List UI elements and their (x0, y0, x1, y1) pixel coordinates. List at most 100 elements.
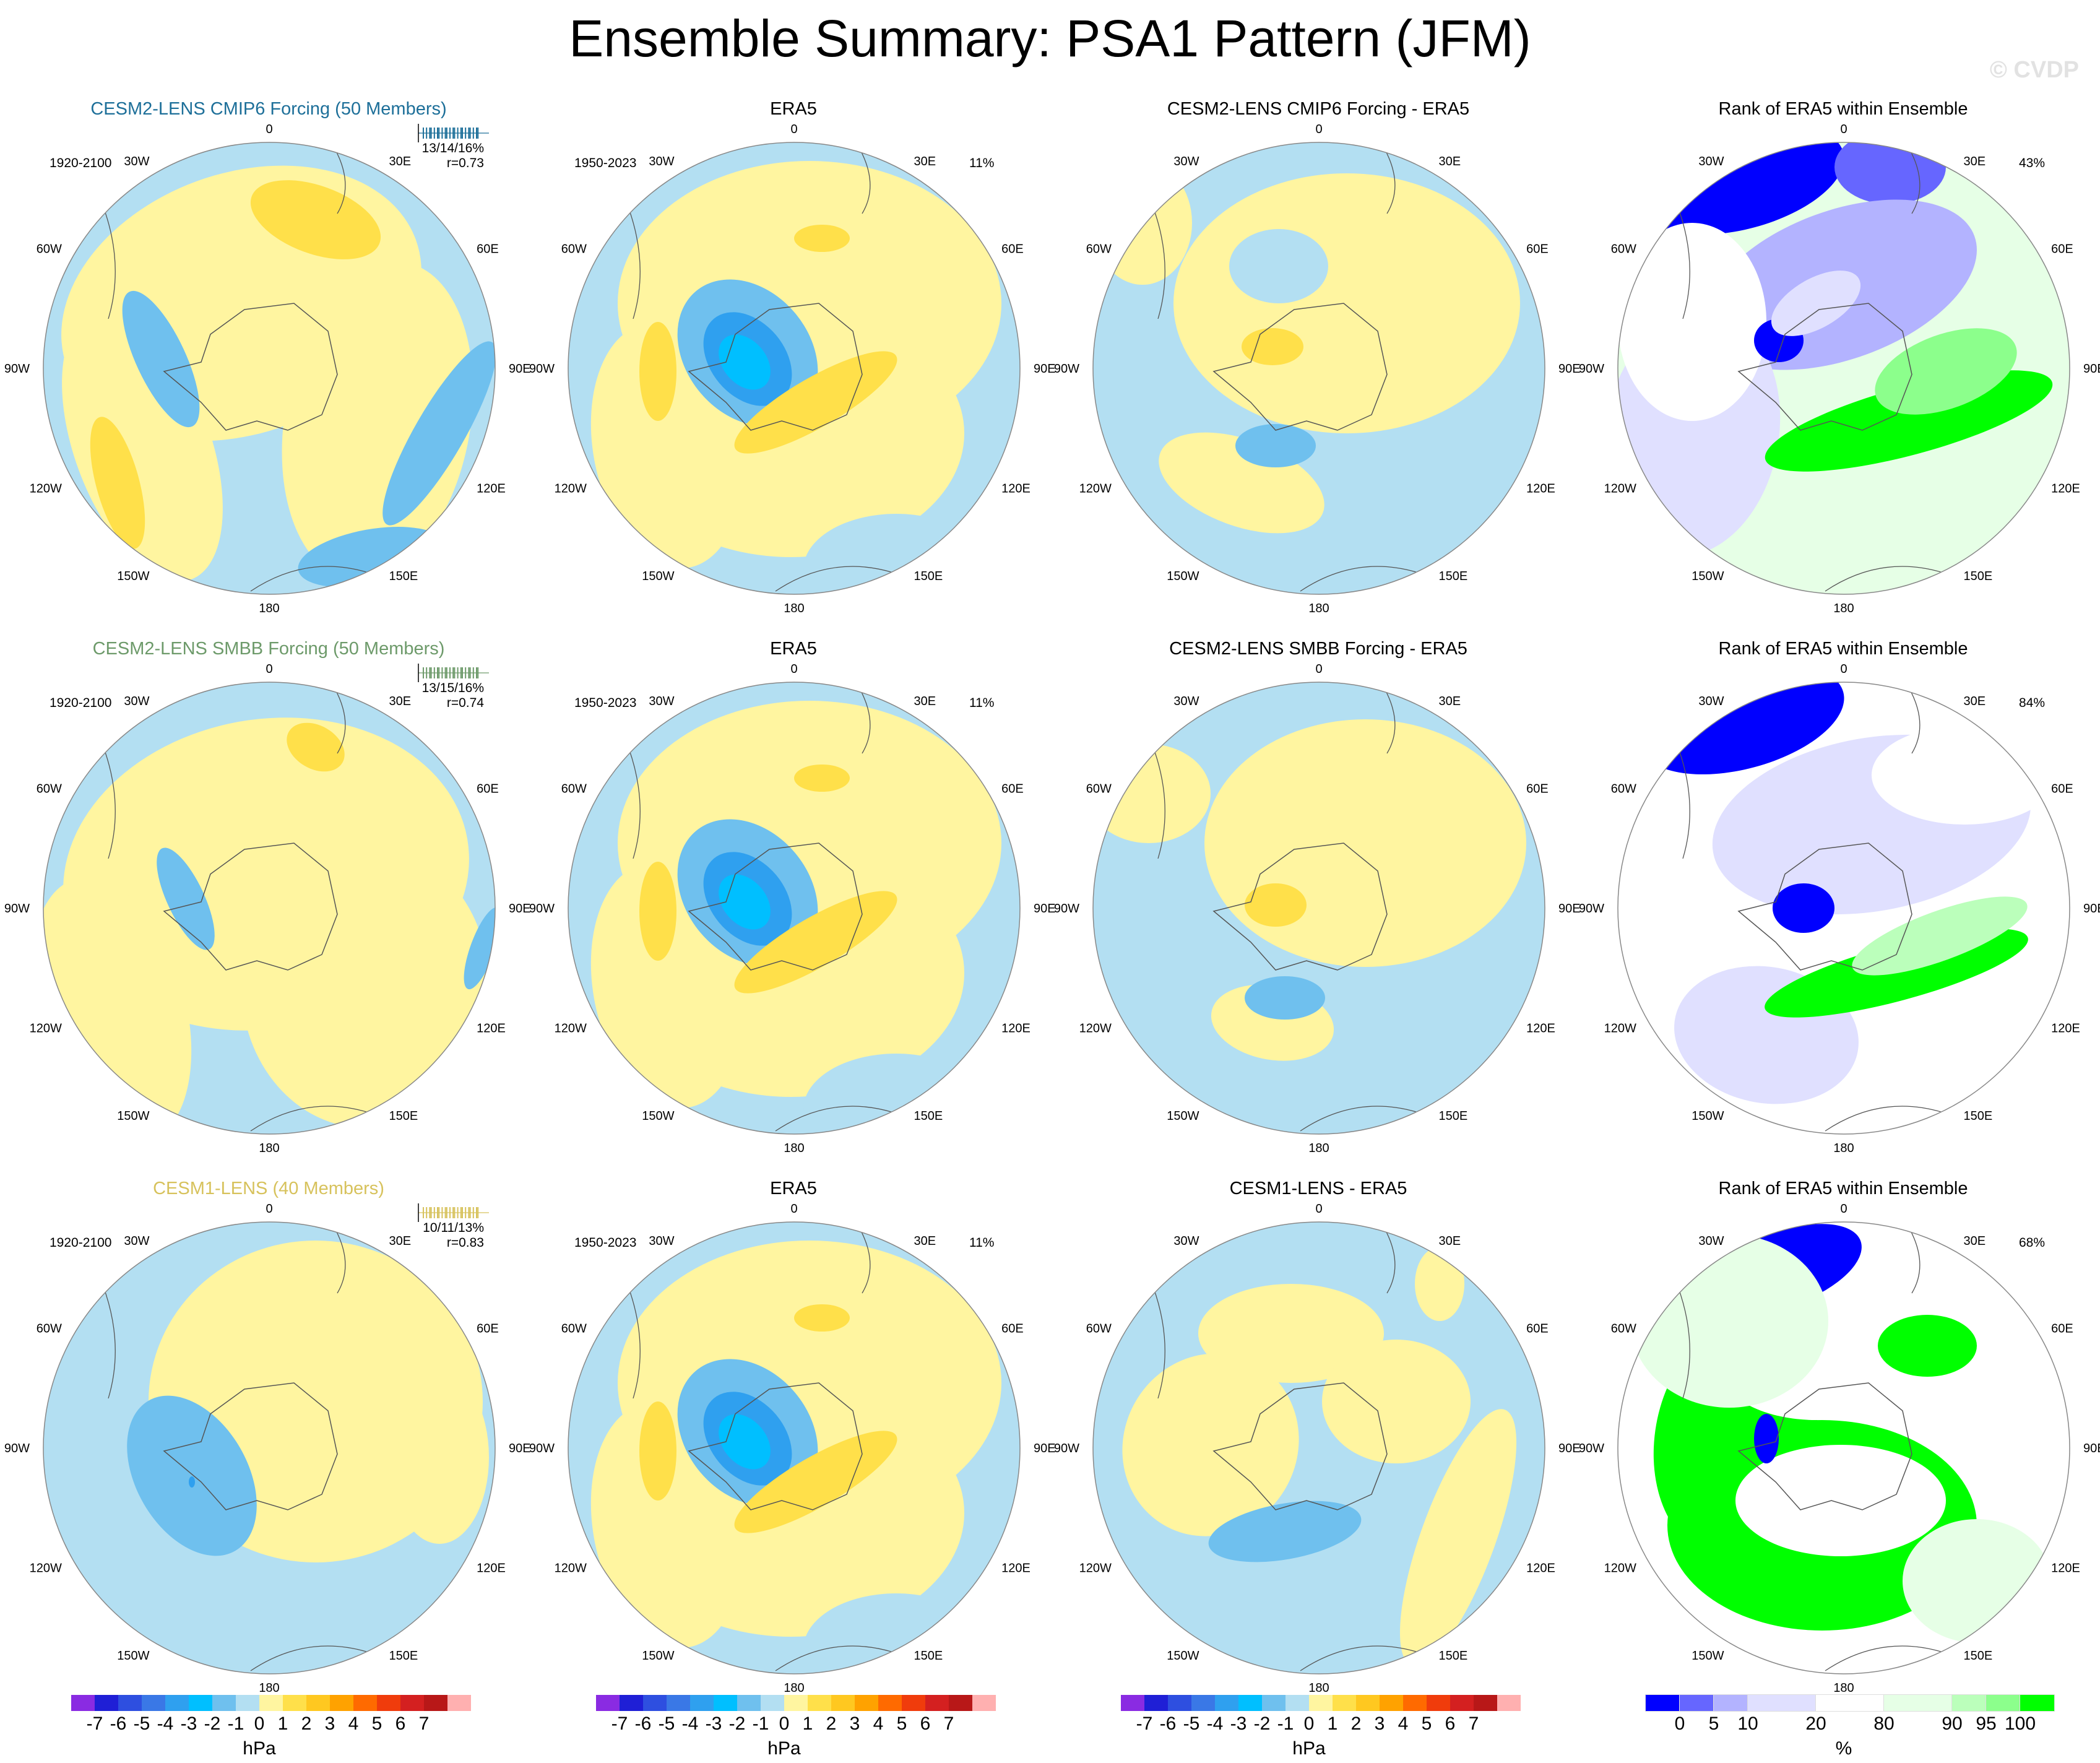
contour-region (382, 341, 495, 526)
colorbar-cell (1497, 1695, 1521, 1711)
colorbar-tick: 3 (849, 1713, 860, 1734)
lon-label: 0 (1840, 1202, 1847, 1216)
lon-label: 30E (914, 1234, 936, 1248)
lon-label: 30E (389, 695, 412, 708)
lon-label: 30W (649, 155, 674, 168)
colorbar-cell (330, 1695, 353, 1711)
colorbar-cell (118, 1695, 142, 1711)
variance-pct: 11% (969, 156, 995, 170)
colorbar-cell (761, 1695, 784, 1711)
member-rug (418, 1203, 489, 1222)
member-rug (418, 664, 489, 682)
lon-label: 30W (1698, 695, 1724, 708)
map-boundary (1092, 682, 1545, 1135)
colorbar-cell (596, 1695, 620, 1711)
lon-label: 150W (117, 1649, 149, 1663)
contour-region (794, 225, 850, 252)
lon-label: 90E (1034, 902, 1056, 916)
colorbar-unit: hPa (767, 1738, 801, 1759)
lon-label: 120W (1604, 482, 1636, 496)
lon-label: 90E (509, 362, 531, 376)
colorbar-hpa-2: -7 -6 -5 -4 -3 -2 -1 0 1 2 3 4 5 6 7 hPa (596, 1695, 1029, 1763)
colorbar-tick: 1 (277, 1713, 288, 1734)
colorbar-tick: -7 (86, 1713, 103, 1734)
lon-label: 30W (1698, 155, 1724, 168)
colorbar-cell (667, 1695, 690, 1711)
lon-label: 30W (649, 1234, 674, 1248)
colorbar-cell (1285, 1695, 1309, 1711)
contour-region (1773, 883, 1834, 933)
panel-model-row-2: CESM2-LENS SMBB Forcing (50 Members) 0 30E… (4, 639, 531, 1177)
australia-outline (775, 1645, 894, 1671)
colorbar-cell (972, 1695, 996, 1711)
lon-label: 90W (1054, 1442, 1079, 1455)
colorbar-tick: 80 (1873, 1713, 1895, 1734)
lon-label: 120W (30, 1022, 62, 1036)
pattern-correlation: r=0.73 (446, 156, 484, 170)
lon-label: 90E (2083, 1442, 2100, 1455)
colorbar-tick: -1 (227, 1713, 244, 1734)
contour-region (1735, 1445, 1946, 1556)
lon-label: 60W (1611, 1322, 1636, 1336)
contour-region (1208, 1501, 1362, 1562)
colorbar-unit: hPa (243, 1738, 276, 1759)
lon-label: 180 (784, 1141, 804, 1155)
contour-region (794, 765, 850, 792)
lon-label: 120W (30, 1562, 62, 1575)
lon-label: 150E (1439, 1109, 1468, 1123)
lon-label: 60W (1086, 1322, 1112, 1336)
colorbar-cell (1309, 1695, 1333, 1711)
lon-label: 120W (555, 1562, 587, 1575)
colorbar-cell (949, 1695, 972, 1711)
colorbar-cell (1427, 1695, 1450, 1711)
lon-label: 0 (1315, 123, 1322, 136)
ensemble-stats: 10/11/13% r=0.83 (416, 1221, 484, 1250)
australia-outline (1825, 1106, 1943, 1132)
contour-region (1903, 1519, 2051, 1643)
lon-label: 90E (2083, 902, 2100, 916)
panel-title: Rank of ERA5 within Ensemble (1718, 639, 1968, 659)
colorbar-tick: 3 (1374, 1713, 1385, 1734)
lon-label: 90E (1034, 1442, 1056, 1455)
contour-region (1093, 161, 1192, 285)
colorbar-tick: -4 (157, 1713, 174, 1734)
colorbar-tick: 2 (1350, 1713, 1362, 1734)
contour-region (639, 322, 676, 421)
period-label: 1950-2023 (574, 1236, 637, 1250)
ensemble-stats: 13/14/16% r=0.73 (416, 141, 484, 171)
antarctica-outline (163, 303, 338, 431)
contour-region (1875, 328, 2017, 415)
lon-label: 150W (1167, 1649, 1199, 1663)
lon-label: 60W (1611, 782, 1636, 796)
map-boundary (1092, 142, 1545, 595)
lon-label: 150W (642, 1109, 674, 1123)
contour-region (1322, 1340, 1471, 1463)
lon-label: 60W (561, 243, 587, 256)
contour-region (1198, 1284, 1384, 1383)
antarctica-outline (688, 843, 863, 971)
colorbar-hpa-3: -7 -6 -5 -4 -3 -2 -1 0 1 2 3 4 5 6 7 hPa (1121, 1695, 1554, 1763)
page-title: Ensemble Summary: PSA1 Pattern (JFM) (569, 9, 1531, 67)
lon-label: 0 (1315, 1202, 1322, 1216)
colorbar-cell (212, 1695, 236, 1711)
panel-title: CESM2-LENS CMIP6 Forcing (50 Members) (90, 99, 447, 119)
colorbar-cell (189, 1695, 212, 1711)
lon-label: 0 (790, 1202, 797, 1216)
lon-label: 30W (1173, 1234, 1199, 1248)
lon-label: 150E (389, 1649, 418, 1663)
colorbar-tick: -2 (1253, 1713, 1271, 1734)
colorbar-cell (1679, 1694, 1714, 1712)
contour-region (1618, 223, 1766, 421)
lon-label: 60E (1526, 1322, 1549, 1336)
colorbar-cell (142, 1695, 165, 1711)
colorbar-cell (1262, 1695, 1285, 1711)
antarctica-outline (163, 1382, 338, 1510)
period-label: 1920-2100 (50, 696, 112, 710)
variance-pct: 11% (969, 1236, 995, 1250)
lon-label: 30E (1964, 155, 1986, 168)
contour-region (639, 1401, 676, 1501)
lon-label: 150W (1692, 570, 1724, 583)
polar-map: 0 30E 60E 90E 120E 150E 180 150W 120W 90W 60W 30W (1579, 123, 2100, 615)
pct-range: 10/11/13% (423, 1221, 484, 1235)
contour-region (127, 1395, 257, 1556)
